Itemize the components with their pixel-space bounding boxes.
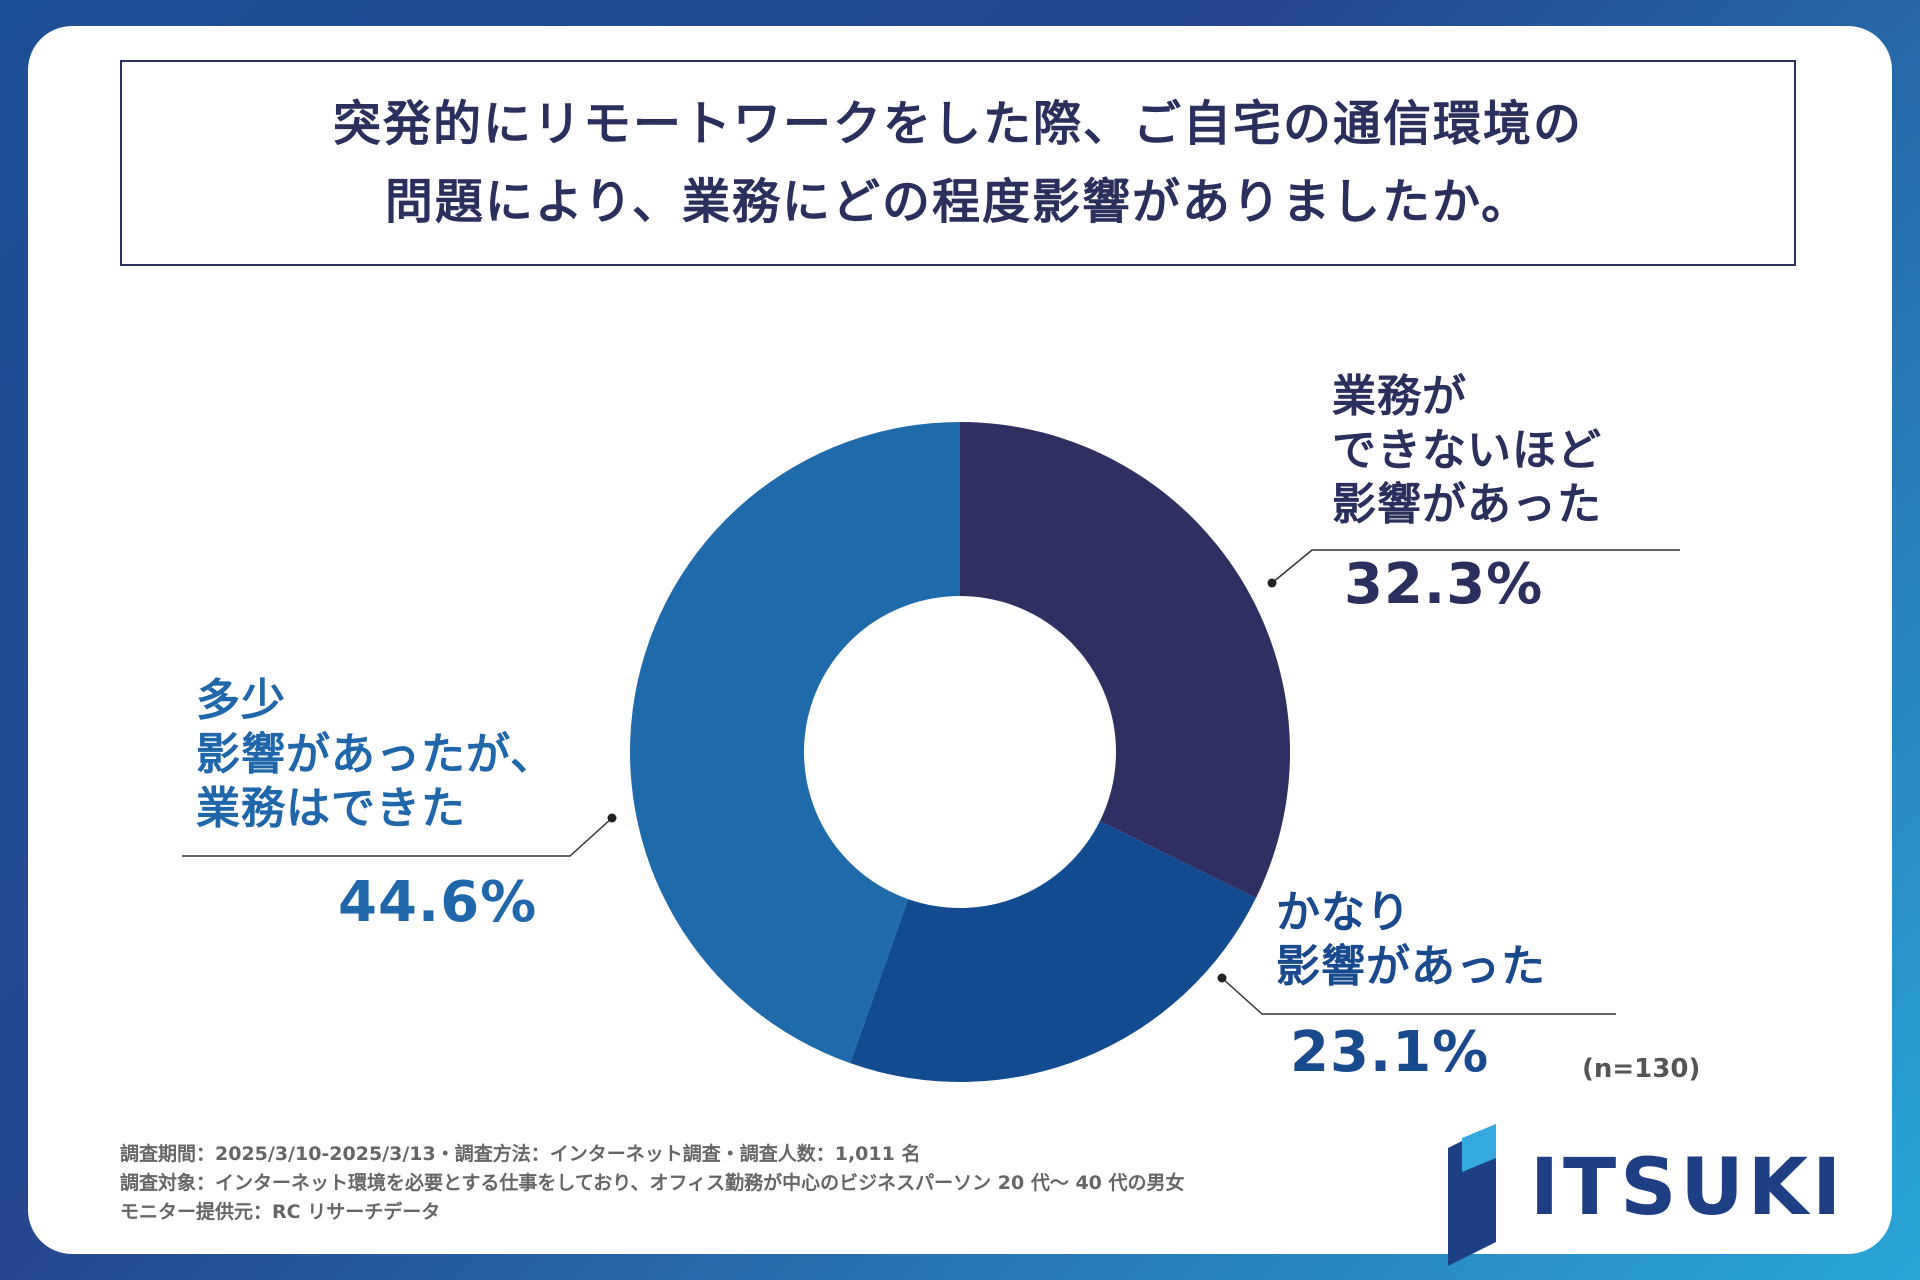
footnote-period-method: 調査期間：2025/3/10-2025/3/13・調査方法：インターネット調査・… — [120, 1143, 921, 1165]
slice-label-0-line-3: 影響があった — [1332, 479, 1602, 530]
slice-label-0-line-2: できないほど — [1332, 425, 1602, 476]
slice-value-1: 23.1% — [1290, 1020, 1490, 1085]
footnotes: 調査期間：2025/3/10-2025/3/13・調査方法：インターネット調査・… — [120, 1140, 1185, 1227]
leader-line-0 — [1271, 549, 1680, 584]
title-line-1: 突発的にリモートワークをした際、ご自宅の通信環境の — [332, 96, 1583, 152]
slice-label-0-line-1: 業務が — [1332, 371, 1467, 422]
donut-slice-1 — [850, 821, 1256, 1082]
footnote-provider: モニター提供元：RC リサーチデータ — [120, 1201, 441, 1223]
slice-value-0: 32.3% — [1344, 552, 1544, 617]
footnote-target: 調査対象：インターネット環境を必要とする仕事をしており、オフィス勤務が中心のビジ… — [120, 1172, 1185, 1194]
leader-dot-2 — [607, 813, 617, 823]
slice-label-1-line-1: かなり — [1276, 887, 1411, 938]
title-line-2: 問題により、業務にどの程度影響がありましたか。 — [384, 174, 1532, 230]
leader-dot-0 — [1267, 578, 1277, 588]
leader-dot-1 — [1217, 973, 1227, 983]
leader-line-2 — [182, 817, 613, 857]
slice-label-2-line-3: 業務はできた — [196, 783, 466, 834]
slice-value-2: 44.6% — [338, 870, 538, 935]
leader-line-1 — [1221, 977, 1616, 1015]
slice-label-2-line-2: 影響があったが、 — [196, 729, 556, 780]
donut-slice-2 — [629, 422, 960, 1064]
slice-label-2: 多少 影響があったが、 業務はできた — [196, 674, 555, 836]
logo-text: ITSUKI — [1530, 1143, 1846, 1233]
slice-label-1-line-2: 影響があった — [1276, 941, 1546, 992]
slice-label-1: かなり 影響があった — [1276, 886, 1546, 994]
donut-slice-0 — [960, 422, 1291, 899]
slice-label-2-line-1: 多少 — [196, 675, 286, 726]
logo-pillar-accent — [1462, 1124, 1496, 1172]
slice-label-0: 業務が できないほど 影響があった — [1332, 370, 1602, 532]
sample-size: (n=130) — [1582, 1054, 1701, 1084]
chart-title: 突発的にリモートワークをした際、ご自宅の通信環境の 問題により、業務にどの程度影… — [120, 60, 1796, 266]
